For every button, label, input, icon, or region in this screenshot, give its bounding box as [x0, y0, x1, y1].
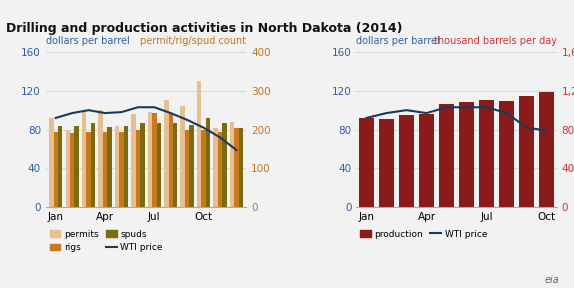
Bar	[185, 130, 189, 207]
Bar	[189, 125, 194, 207]
Text: dollars per barrel: dollars per barrel	[46, 36, 130, 46]
Bar	[140, 123, 145, 207]
Text: eia: eia	[545, 275, 560, 285]
Bar	[239, 128, 243, 207]
Bar	[230, 122, 234, 207]
Bar	[65, 130, 70, 207]
Bar	[91, 123, 95, 207]
Bar	[75, 126, 79, 207]
Bar	[115, 126, 119, 207]
Bar	[234, 128, 239, 207]
Bar	[379, 120, 394, 207]
Bar	[201, 130, 206, 207]
Bar	[119, 132, 123, 207]
Bar	[180, 106, 185, 207]
Text: Drilling and production activities in North Dakota (2014): Drilling and production activities in No…	[6, 22, 402, 35]
Bar	[82, 110, 87, 207]
Bar	[222, 123, 227, 207]
Legend: production, WTI price: production, WTI price	[356, 226, 491, 242]
Legend: permits, rigs, spuds, WTI price: permits, rigs, spuds, WTI price	[46, 226, 166, 256]
Bar	[169, 113, 173, 207]
Bar	[49, 118, 53, 207]
Bar	[58, 126, 63, 207]
Bar	[70, 134, 75, 207]
Text: thousand barrels per day: thousand barrels per day	[434, 36, 557, 46]
Bar	[439, 104, 454, 207]
Bar	[157, 123, 161, 207]
Bar	[164, 101, 169, 207]
Bar	[359, 118, 374, 207]
Bar	[419, 114, 434, 207]
Bar	[152, 113, 157, 207]
Bar	[218, 132, 222, 207]
Bar	[148, 112, 152, 207]
Bar	[459, 103, 474, 207]
Bar	[519, 96, 534, 207]
Bar	[399, 115, 414, 207]
Bar	[123, 126, 128, 207]
Bar	[173, 123, 177, 207]
Bar	[197, 81, 201, 207]
Bar	[206, 118, 210, 207]
Bar	[539, 92, 554, 207]
Bar	[214, 128, 218, 207]
Text: dollars per barrel: dollars per barrel	[356, 36, 440, 46]
Bar	[135, 130, 140, 207]
Bar	[499, 101, 514, 207]
Bar	[107, 127, 112, 207]
Bar	[103, 132, 107, 207]
Bar	[98, 110, 103, 207]
Bar	[479, 101, 494, 207]
Bar	[131, 114, 135, 207]
Text: permit/rig/spud count: permit/rig/spud count	[140, 36, 246, 46]
Bar	[53, 132, 58, 207]
Bar	[87, 132, 91, 207]
